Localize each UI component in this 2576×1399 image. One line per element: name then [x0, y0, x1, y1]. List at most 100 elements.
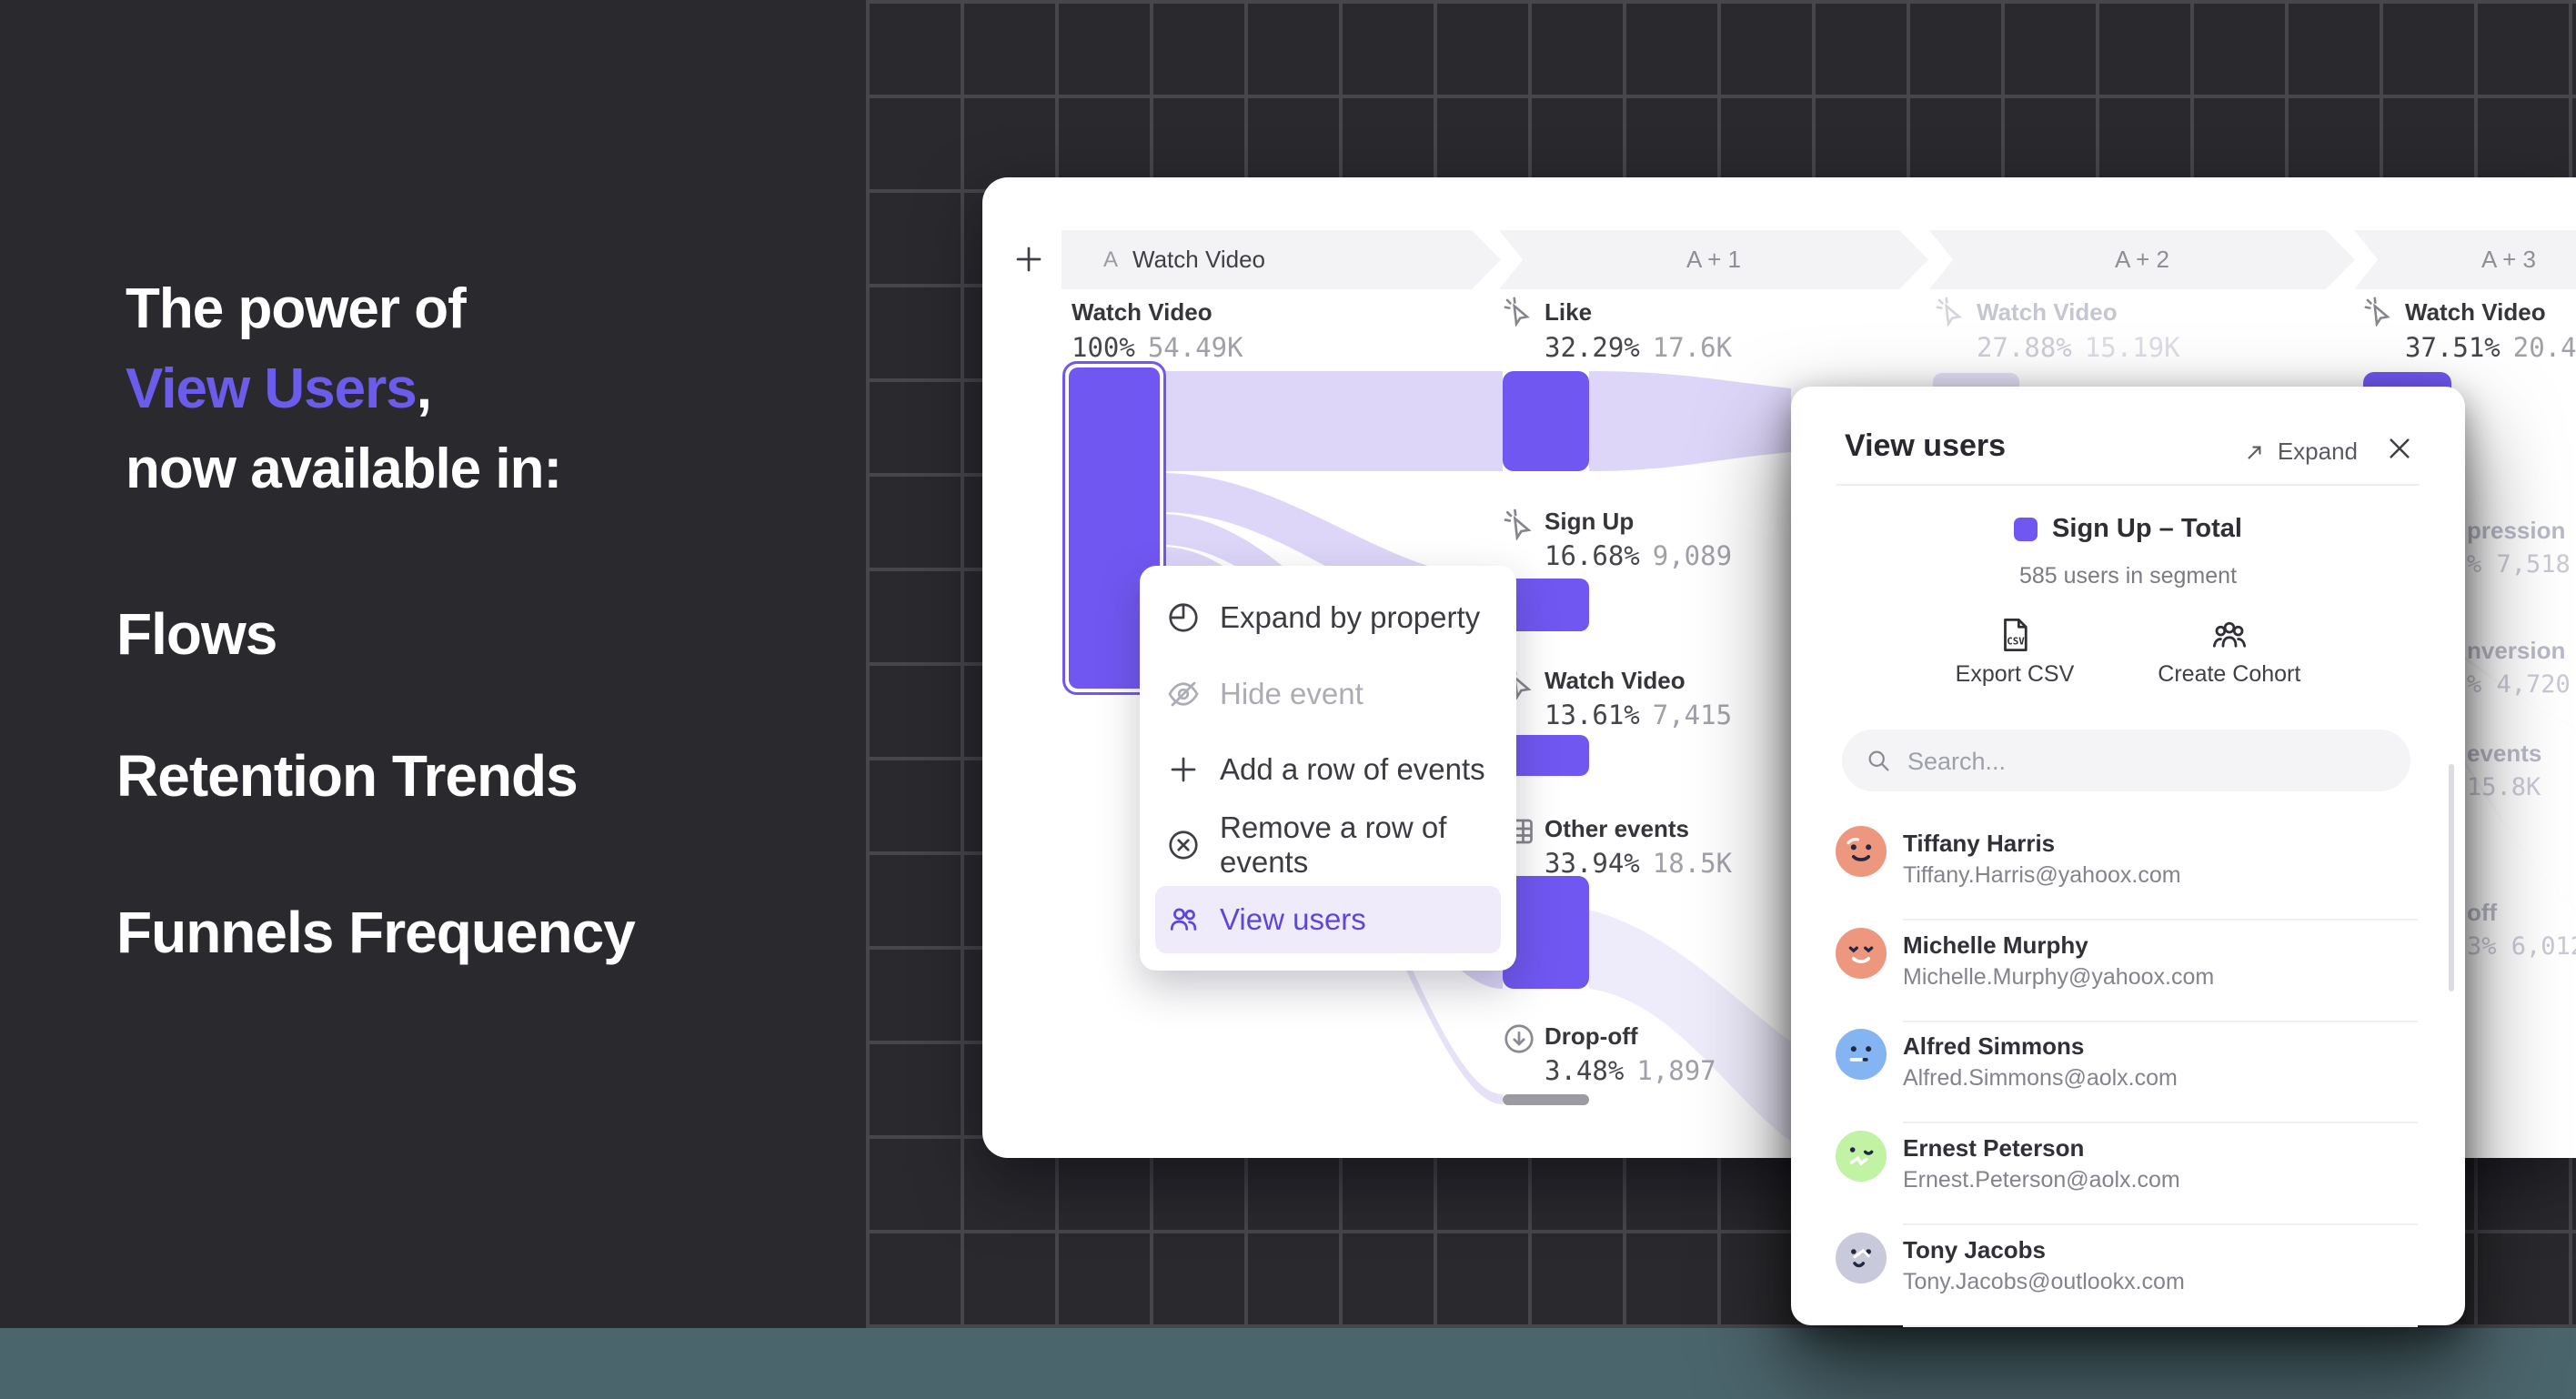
tab-step-a-watch-video[interactable]: A Watch Video [1062, 230, 1501, 289]
step-percent: 100% [1072, 332, 1135, 363]
avatar [1836, 928, 1887, 979]
close-button[interactable] [2385, 434, 2414, 463]
step-percent: 27.88% [1977, 332, 2072, 363]
user-email: Tony.Jacobs@outlookx.com [1903, 1269, 2185, 1294]
user-name: Ernest Peterson [1903, 1134, 2085, 1162]
step-count: 15.19K [2084, 332, 2180, 363]
click-event-icon [1503, 296, 1534, 327]
tab-label: A + 2 [2115, 246, 2169, 273]
step-header-like: Like 32.29% 17.6K [1504, 296, 1733, 363]
hero-line-2: View Users, [126, 357, 432, 420]
event-context-menu: Expand by property Hide event Add a row … [1140, 566, 1516, 971]
search-input[interactable] [1906, 730, 2391, 793]
user-search-box [1842, 730, 2410, 793]
segment-count: 585 users in segment [2018, 563, 2238, 589]
view-users-panel: View users Expand Sign Up – Total 585 us… [1791, 387, 2465, 1327]
event-count: 7,415 [1652, 700, 1733, 730]
user-name: Tiffany Harris [1903, 830, 2056, 857]
hero-headline: The power of View Users, now available i… [126, 269, 562, 509]
partial-label-other-events: events 15.8K [2467, 740, 2542, 801]
avatar [1836, 826, 1887, 877]
drop-off-icon [1503, 1022, 1535, 1055]
menu-active-highlight [1155, 886, 1501, 953]
user-email: Ernest.Peterson@aolx.com [1903, 1167, 2180, 1193]
legend-swatch [2014, 517, 2038, 541]
partial-label-drop-off: off 3% 6,012 [2467, 899, 2576, 961]
event-label-other-events: Other events 33.94% 18.5K [1505, 815, 1733, 879]
bar-watch-video-selected[interactable] [1062, 361, 1166, 695]
click-event-icon [1503, 508, 1535, 540]
event-name: Watch Video [1545, 667, 1685, 694]
step-name: Watch Video [2405, 297, 2546, 326]
segment-legend: Sign Up – Total [1791, 514, 2465, 544]
hero-item-funnels-frequency: Funnels Frequency [116, 900, 636, 965]
user-name: Michelle Murphy [1903, 931, 2088, 959]
step-name: Watch Video [1977, 297, 2118, 326]
row-divider [1903, 919, 2418, 921]
row-divider [1903, 1122, 2418, 1123]
menu-item-add-row-of-events[interactable]: Add a row of events [1140, 736, 1516, 803]
panel-scrollbar-thumb[interactable] [2449, 764, 2454, 991]
tab-step-a-plus-2[interactable]: A + 2 [1929, 230, 2355, 289]
panel-title: View users [1845, 428, 2007, 463]
user-row[interactable]: Michelle Murphy Michelle.Murphy@yahoox.c… [1836, 921, 2465, 1022]
user-row[interactable]: Tony Jacobs Tony.Jacobs@outlookx.com [1836, 1225, 2465, 1327]
user-row[interactable]: Tiffany Harris Tiffany.Harris@yahoox.com [1836, 819, 2465, 921]
row-divider [1903, 1223, 2418, 1225]
bar-drop-off[interactable] [1503, 1094, 1589, 1105]
step-header-watch-video-muted: Watch Video 27.88% 15.19K [1936, 296, 2180, 363]
tab-step-a-plus-3[interactable]: A + 3 [2354, 230, 2576, 289]
add-step-button[interactable] [1012, 243, 1045, 276]
panel-divider [1836, 484, 2420, 486]
user-row[interactable]: Ernest Peterson Ernest.Peterson@aolx.com [1836, 1123, 2465, 1225]
export-csv-button[interactable]: CSV Export CSV [1956, 616, 2074, 688]
csv-file-icon: CSV [1996, 616, 2034, 654]
hero-line-3: now available in: [126, 438, 562, 500]
event-count: 1,897 [1636, 1055, 1716, 1086]
bar-like[interactable] [1503, 371, 1589, 471]
step-header-watch-video-4: Watch Video 37.51% 20.44K [2364, 296, 2576, 363]
user-name: Tony Jacobs [1903, 1236, 2047, 1263]
hero-item-flows: Flows [116, 601, 277, 667]
step-count: 54.49K [1147, 332, 1243, 363]
event-name: Sign Up [1545, 508, 1635, 535]
hero-highlight: View Users [126, 357, 418, 420]
menu-item-expand-by-property[interactable]: Expand by property [1140, 584, 1516, 651]
step-percent: 32.29% [1545, 332, 1640, 363]
event-count: 9,089 [1652, 540, 1733, 571]
close-icon [2385, 434, 2414, 463]
menu-item-remove-row-of-events[interactable]: Remove a row of events [1140, 810, 1516, 879]
avatar [1836, 1233, 1887, 1283]
circle-x-icon [1167, 829, 1200, 861]
create-cohort-button[interactable]: Create Cohort [2158, 616, 2300, 688]
bar-sign-up[interactable] [1503, 579, 1589, 631]
menu-item-view-users[interactable]: View users [1140, 886, 1516, 953]
step-letter: A [1103, 247, 1119, 272]
tab-label: A + 3 [2481, 246, 2536, 273]
eye-off-icon [1167, 678, 1200, 710]
step-count: 17.6K [1652, 332, 1733, 363]
step-percent: 37.51% [2405, 332, 2501, 363]
user-row[interactable]: Alfred Simmons Alfred.Simmons@aolx.com [1836, 1022, 2465, 1123]
tab-step-a-plus-1[interactable]: A + 1 [1499, 230, 1928, 289]
row-divider [1903, 1021, 2418, 1022]
click-event-icon [2363, 296, 2394, 327]
bar-other-events[interactable] [1503, 876, 1589, 989]
legend-label: Sign Up – Total [2052, 514, 2242, 543]
event-label-watch-video: Watch Video 13.61% 7,415 [1504, 667, 1733, 730]
bar-watch-video-2[interactable] [1503, 735, 1589, 776]
hero-line-1: The power of [126, 277, 467, 340]
click-event-icon [1935, 296, 1966, 327]
user-email: Michelle.Murphy@yahoox.com [1903, 964, 2215, 990]
tab-label: Watch Video [1132, 246, 1265, 273]
event-label-drop-off: Drop-off 3.48% 1,897 [1504, 1022, 1716, 1086]
user-name: Alfred Simmons [1903, 1032, 2085, 1060]
menu-item-hide-event[interactable]: Hide event [1140, 660, 1516, 728]
step-header-watch-video: Watch Video 100% 54.49K [1072, 296, 1243, 364]
event-count: 18.5K [1652, 848, 1733, 879]
users-icon [1167, 903, 1200, 936]
step-name: Like [1545, 297, 1593, 326]
expand-button[interactable]: Expand [2243, 438, 2358, 466]
avatar [1836, 1131, 1887, 1182]
